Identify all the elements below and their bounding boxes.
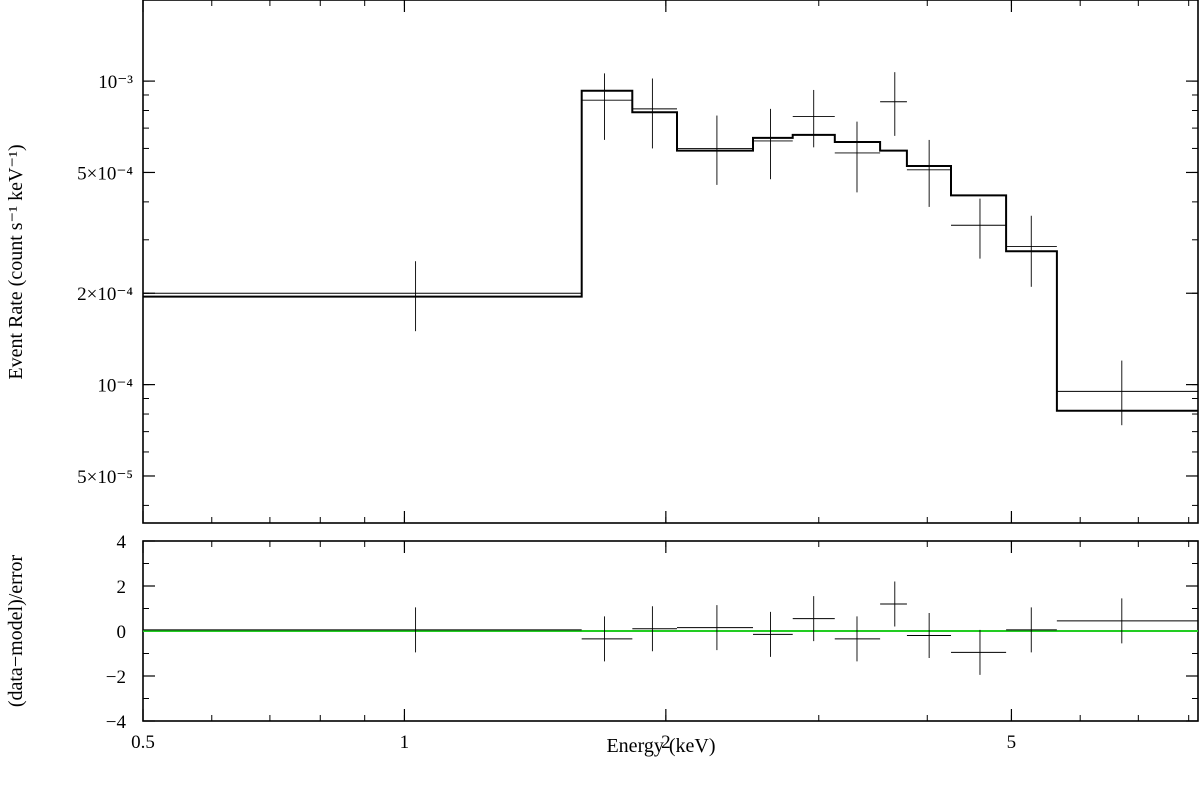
y-tick-label: −4 (106, 712, 127, 733)
residuals-panel: 0.5 1 2 5 −4 −2 0 2 4 (data−model)/error Energy … (5, 532, 1199, 757)
spectrum-panel: 5×10⁻⁵ 10⁻⁴ 2×10⁻⁴ 5×10⁻⁴ 10⁻³ Event Rate (c… (5, 0, 1199, 524)
y-tick-label: 0 (117, 622, 127, 643)
residual-point (906, 613, 952, 658)
residual-point (951, 629, 1007, 675)
residual-point (834, 616, 881, 662)
x-tick-label: 2 (661, 732, 671, 753)
data-point (143, 261, 582, 332)
residual-point (676, 605, 754, 651)
residuals-y-axis-title: (data−model)/error (5, 555, 27, 708)
y-tick-label: 5×10⁻⁵ (77, 467, 133, 488)
spectrum-y-axis-title: Event Rate (count s⁻¹ keV⁻¹) (5, 144, 27, 379)
data-point (581, 73, 633, 140)
x-axis-title: Energy (keV) (606, 735, 715, 757)
y-tick-label: 5×10⁻⁴ (77, 163, 133, 184)
residual-point (1006, 607, 1057, 653)
y-tick-label: 2×10⁻⁴ (77, 284, 133, 305)
residual-point (880, 581, 907, 627)
residual-point (632, 606, 677, 652)
y-tick-label: 4 (117, 532, 127, 553)
y-tick-label: −2 (106, 667, 126, 688)
x-tick-label: 0.5 (131, 732, 155, 753)
residual-point (581, 616, 633, 662)
spectrum-frame (142, 0, 1199, 524)
y-tick-label: 10⁻⁴ (97, 376, 133, 397)
data-point (951, 198, 1007, 259)
data-point (834, 121, 881, 193)
data-point (792, 89, 835, 148)
residual-point (753, 611, 793, 657)
data-point (906, 139, 952, 207)
data-point (1006, 215, 1057, 287)
x-tick-label: 1 (400, 732, 410, 753)
data-point (1056, 360, 1198, 426)
residual-point (792, 596, 835, 642)
model-step-curve (143, 89, 1198, 412)
residual-point (143, 607, 582, 653)
model-curve (143, 89, 1198, 412)
data-point (632, 78, 677, 149)
residual-point (1056, 598, 1198, 644)
data-point (753, 108, 793, 180)
data-point (880, 72, 907, 136)
y-tick-label: 10⁻³ (98, 72, 133, 93)
spectrum-data-points (143, 72, 1198, 426)
y-tick-label: 2 (117, 577, 127, 598)
residual-data-points (143, 581, 1198, 675)
x-tick-label: 5 (1007, 732, 1017, 753)
data-point (676, 115, 754, 185)
